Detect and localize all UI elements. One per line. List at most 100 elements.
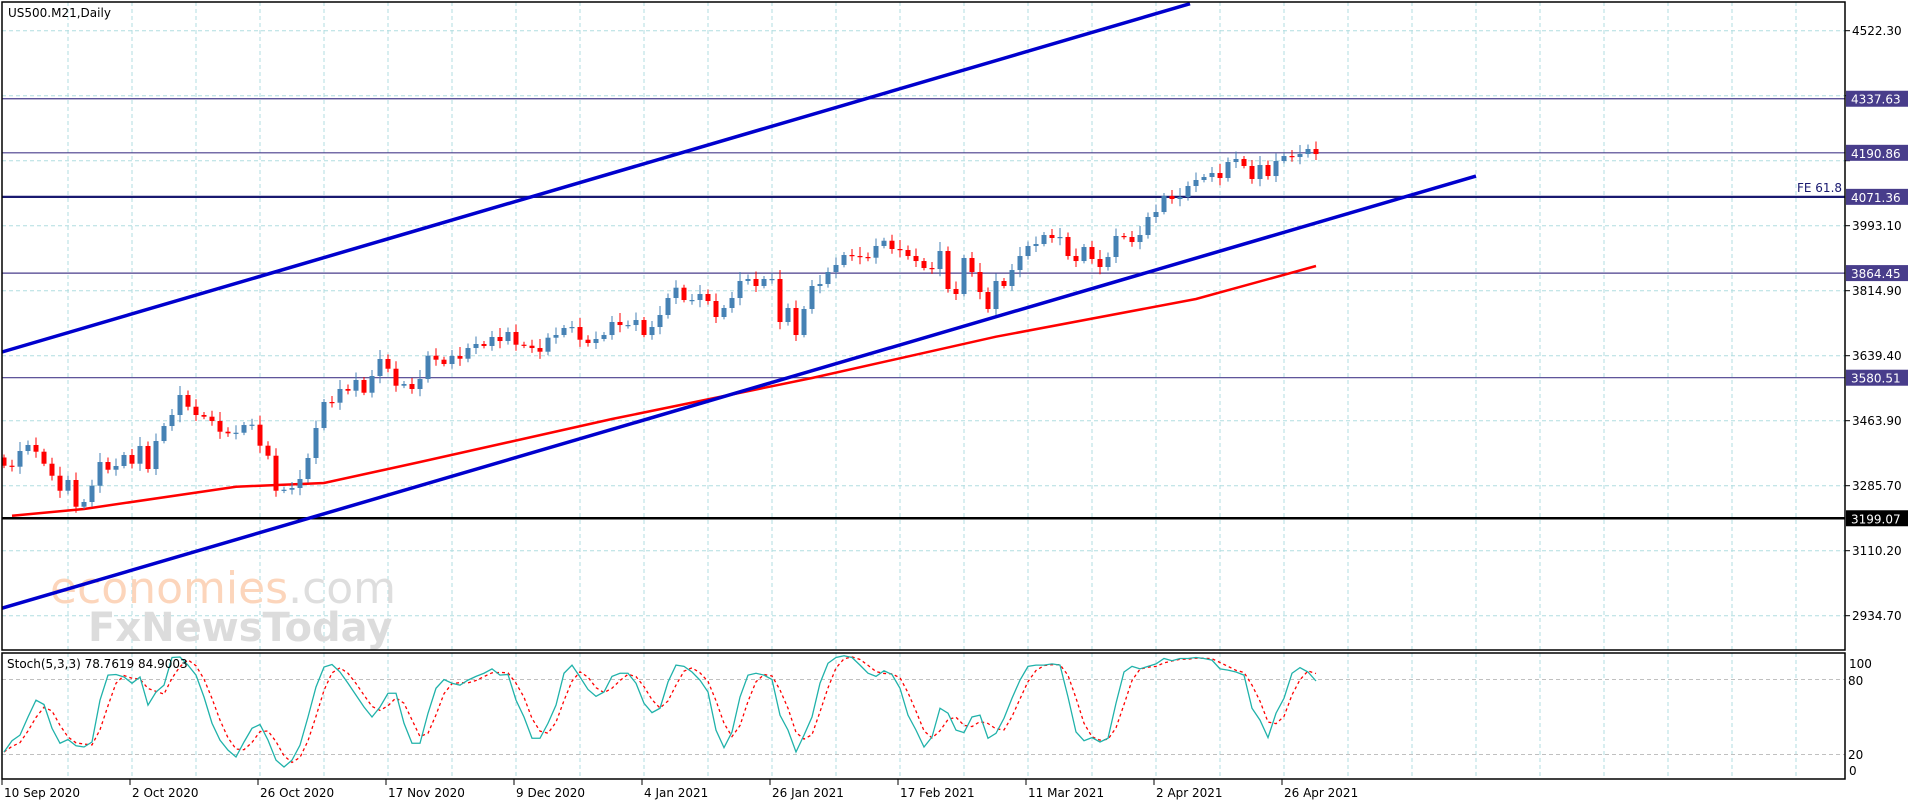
candle-body (497, 337, 503, 342)
candle-body (569, 327, 575, 329)
candle (985, 287, 991, 313)
candle-body (25, 444, 31, 452)
candle-body (833, 265, 839, 273)
candle-body (921, 261, 927, 269)
candles (1, 141, 1319, 513)
candle-body (121, 455, 127, 466)
candle-body (305, 458, 311, 480)
candle (937, 242, 943, 277)
time-axis[interactable]: 10 Sep 2020 2 Oct 2020 26 Oct 2020 17 No… (4, 786, 1358, 800)
candle-body (793, 308, 799, 336)
candle (521, 341, 527, 349)
candle (33, 437, 39, 458)
date-tick: 17 Feb 2021 (900, 786, 975, 800)
candle-body (1209, 172, 1215, 178)
candle (817, 275, 823, 294)
candle (953, 281, 959, 301)
candle-body (9, 465, 15, 467)
candle-body (177, 394, 183, 416)
candle-body (1145, 216, 1151, 236)
candle-body (1097, 258, 1103, 267)
candle (1313, 141, 1319, 161)
level-price-box (1846, 510, 1908, 527)
chart-title: US500.M21,Daily (8, 6, 111, 20)
candle-body (1177, 197, 1183, 200)
price-tick: 2934.70 (1852, 609, 1902, 623)
candle-body (193, 406, 199, 416)
candle-body (961, 258, 967, 295)
candle (769, 273, 775, 284)
candle (1281, 153, 1287, 164)
candle-body (153, 441, 159, 470)
candle-body (265, 445, 271, 456)
candle-body (297, 479, 303, 488)
candle (729, 292, 735, 313)
candle (337, 379, 343, 410)
candle-body (161, 426, 167, 442)
candle-body (113, 465, 119, 470)
candle (689, 294, 695, 305)
candle (905, 245, 911, 260)
candle (1257, 156, 1263, 187)
candle (1121, 233, 1127, 240)
candle (553, 327, 559, 344)
candle (1265, 160, 1271, 180)
candle-body (281, 489, 287, 491)
date-tick: 10 Sep 2020 (4, 786, 80, 800)
candle (761, 276, 767, 289)
price-tick: 3639.40 (1852, 349, 1902, 363)
candle-body (633, 320, 639, 326)
candle-body (233, 432, 239, 434)
candle (657, 306, 663, 335)
level-price-box (1846, 369, 1908, 386)
date-tick: 26 Oct 2020 (260, 786, 334, 800)
candle-body (1033, 244, 1039, 246)
stoch-tick-100: 100 (1849, 657, 1872, 671)
candle (1177, 188, 1183, 207)
candle-body (321, 401, 327, 429)
candle-body (1017, 256, 1023, 271)
candle (161, 423, 167, 444)
candle (785, 303, 791, 326)
candle (257, 415, 263, 453)
candle (617, 313, 623, 333)
candle (121, 452, 127, 469)
candle-body (1257, 165, 1263, 180)
candle (169, 409, 175, 431)
candle (609, 316, 615, 340)
candle (897, 240, 903, 258)
candle (1161, 192, 1167, 215)
date-tick: 2 Apr 2021 (1156, 786, 1223, 800)
candle-body (169, 415, 175, 427)
price-axis[interactable]: 4522.30 3993.10 3814.90 3639.40 3463.90 … (1852, 24, 1902, 623)
candle-body (697, 294, 703, 301)
price-tick: 3285.70 (1852, 479, 1902, 493)
candle-body (641, 320, 647, 336)
candle-body (553, 335, 559, 338)
candle-body (513, 331, 519, 345)
candle (913, 248, 919, 268)
candle-body (465, 348, 471, 359)
candle-body (377, 358, 383, 377)
candle (1001, 277, 1007, 289)
trendline (1, 174, 1477, 610)
candle-body (425, 355, 431, 380)
date-tick: 11 Mar 2021 (1028, 786, 1104, 800)
candle (569, 321, 575, 333)
candle-body (657, 315, 663, 328)
candle-body (401, 384, 407, 386)
candle-body (1185, 186, 1191, 198)
candle (873, 238, 879, 264)
candle (977, 263, 983, 300)
candle (865, 252, 871, 262)
candle (1289, 150, 1295, 162)
candle-body (385, 358, 391, 369)
candle (1185, 181, 1191, 201)
candle-body (1049, 235, 1055, 238)
candle-body (105, 462, 111, 470)
candle (1057, 228, 1063, 246)
candle-body (1129, 237, 1135, 243)
candle (1129, 231, 1135, 247)
candle (305, 453, 311, 483)
